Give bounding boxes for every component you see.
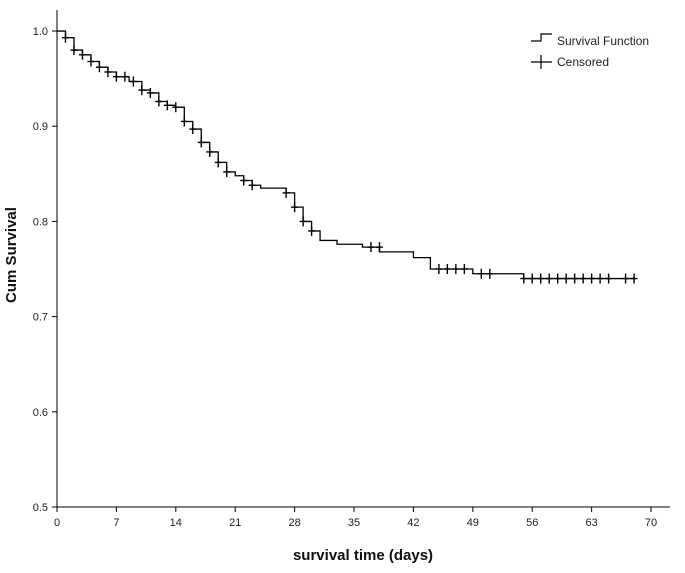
censored-mark <box>528 273 536 284</box>
censored-markers <box>61 32 638 284</box>
y-ticks: 0.5 0.6 0.7 0.8 0.9 1.0 <box>33 26 57 514</box>
censored-mark <box>588 273 596 284</box>
censored-mark <box>537 273 545 284</box>
censored-mark <box>87 56 95 67</box>
censored-mark <box>308 225 316 236</box>
censored-mark <box>248 180 256 191</box>
censored-mark <box>571 273 579 284</box>
censored-mark <box>443 264 451 275</box>
x-axis-title: survival time (days) <box>293 547 433 564</box>
x-tick-label: 49 <box>467 517 479 529</box>
y-tick-label: 0.5 <box>33 502 48 514</box>
censored-mark <box>189 124 197 135</box>
censored-mark <box>375 242 383 253</box>
legend-survival-label: Survival Function <box>557 34 649 48</box>
y-tick-label: 0.7 <box>33 312 48 324</box>
censored-mark <box>299 216 307 227</box>
censored-mark <box>452 264 460 275</box>
x-tick-label: 63 <box>586 517 598 529</box>
censored-mark <box>206 146 214 157</box>
survival-function-line <box>57 30 635 280</box>
x-tick-label: 7 <box>113 517 119 529</box>
censored-mark <box>596 273 604 284</box>
y-tick-label: 0.9 <box>33 121 48 133</box>
censored-mark <box>460 264 468 275</box>
censored-mark <box>95 62 103 73</box>
censored-mark <box>630 273 638 284</box>
censored-mark <box>70 45 78 56</box>
x-ticks: 0 7 14 21 28 35 42 49 56 63 70 <box>54 507 657 529</box>
y-tick-label: 1.0 <box>33 26 48 38</box>
censored-mark <box>121 71 129 82</box>
censored-mark <box>562 273 570 284</box>
censored-mark <box>545 273 553 284</box>
censored-mark <box>622 273 630 284</box>
censored-mark <box>223 166 231 177</box>
censored-mark <box>520 273 528 284</box>
censored-mark <box>180 116 188 127</box>
x-tick-label: 14 <box>170 517 182 529</box>
legend-survival-swatch <box>531 33 552 42</box>
censored-mark <box>155 96 163 107</box>
x-tick-label: 42 <box>407 517 419 529</box>
censored-mark <box>163 100 171 111</box>
legend: Survival Function Censored <box>531 33 649 69</box>
censored-mark <box>291 202 299 213</box>
y-axis-title: Cum Survival <box>3 207 20 303</box>
censored-mark <box>146 87 154 98</box>
x-tick-label: 70 <box>645 517 657 529</box>
x-tick-label: 0 <box>54 517 60 529</box>
plot-area: 0 7 14 21 28 35 42 49 56 63 70 0.5 0.6 0.7 0.8 0.9 1.0 <box>33 10 670 529</box>
x-tick-label: 28 <box>288 517 300 529</box>
censored-mark <box>197 137 205 148</box>
censored-mark <box>138 85 146 96</box>
censored-mark <box>605 273 613 284</box>
censored-mark <box>240 175 248 186</box>
censored-mark <box>214 157 222 168</box>
censored-mark <box>554 273 562 284</box>
censored-mark <box>477 268 485 279</box>
legend-censored-label: Censored <box>557 55 609 69</box>
censored-mark <box>61 32 69 43</box>
censored-mark <box>367 242 375 253</box>
x-tick-label: 35 <box>348 517 360 529</box>
y-tick-label: 0.6 <box>33 407 48 419</box>
censored-mark <box>579 273 587 284</box>
censored-mark <box>486 268 494 279</box>
censored-mark <box>172 102 180 113</box>
censored-mark <box>78 49 86 60</box>
x-tick-label: 21 <box>229 517 241 529</box>
censored-mark <box>129 76 137 87</box>
x-tick-label: 56 <box>526 517 538 529</box>
y-tick-label: 0.8 <box>33 216 48 228</box>
censored-mark <box>282 187 290 198</box>
censored-mark <box>104 66 112 77</box>
censored-mark <box>435 264 443 275</box>
censored-mark <box>112 71 120 82</box>
